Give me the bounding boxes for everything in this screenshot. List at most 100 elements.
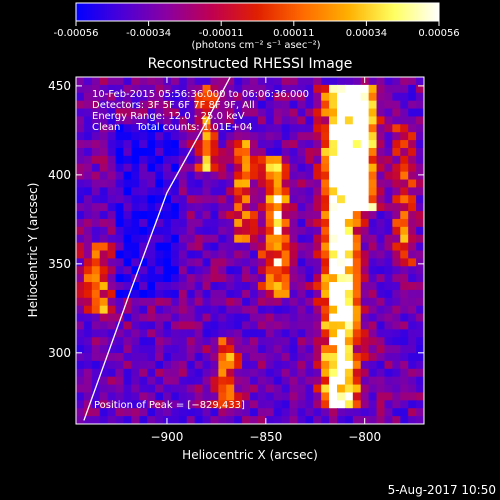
- heatmap-cell: [281, 282, 291, 291]
- heatmap-cell: [360, 376, 370, 386]
- heatmap-cell: [408, 218, 417, 228]
- heatmap-cell: [147, 187, 156, 196]
- heatmap-cell: [131, 226, 140, 236]
- heatmap-cell: [139, 258, 148, 267]
- heatmap-cell: [139, 392, 148, 401]
- heatmap-cell: [352, 147, 362, 157]
- heatmap-cell: [321, 195, 330, 204]
- heatmap-cell: [329, 140, 338, 149]
- heatmap-cell: [234, 329, 243, 338]
- heatmap-cell: [289, 305, 299, 315]
- heatmap-cell: [257, 376, 267, 386]
- heatmap-cell: [273, 384, 283, 394]
- heatmap-cell: [321, 147, 330, 157]
- heatmap-cell: [202, 337, 212, 346]
- heatmap-cell: [226, 77, 235, 86]
- heatmap-cell: [400, 226, 409, 236]
- heatmap-cell: [226, 179, 235, 189]
- heatmap-cell: [313, 400, 322, 409]
- heatmap-cell: [408, 100, 417, 110]
- heatmap-cell: [392, 116, 401, 125]
- heatmap-cell: [273, 305, 283, 315]
- heatmap-cell: [360, 360, 370, 370]
- heatmap-cell: [273, 84, 283, 94]
- heatmap-cell: [139, 124, 148, 133]
- heatmap-cell: [392, 297, 401, 307]
- heatmap-cell: [210, 132, 219, 141]
- heatmap-cell: [115, 108, 125, 118]
- heatmap-cell: [242, 171, 251, 181]
- heatmap-cell: [210, 392, 219, 401]
- heatmap-cell: [99, 155, 109, 165]
- heatmap-cell: [131, 211, 140, 220]
- heatmap-cell: [305, 218, 314, 228]
- heatmap-cell: [163, 376, 172, 386]
- heatmap-cell: [257, 266, 267, 275]
- heatmap-cell: [155, 408, 164, 417]
- heatmap-cell: [186, 163, 196, 173]
- heatmap-cell: [289, 226, 299, 236]
- heatmap-cell: [329, 84, 338, 94]
- heatmap-cell: [210, 321, 219, 330]
- heatmap-cell: [218, 132, 227, 141]
- heatmap-cell: [99, 384, 109, 394]
- heatmap-cell: [155, 321, 164, 330]
- heatmap-cell: [273, 195, 283, 204]
- heatmap-cell: [337, 376, 346, 386]
- heatmap-cell: [170, 155, 180, 165]
- annotation-energy: Energy Range: 12.0 - 25.0 keV: [92, 111, 245, 122]
- heatmap-cell: [115, 116, 125, 125]
- heatmap-cell: [416, 266, 424, 275]
- heatmap-cell: [186, 226, 196, 236]
- heatmap-cell: [83, 124, 93, 133]
- heatmap-cell: [218, 124, 227, 133]
- heatmap-cell: [257, 211, 267, 220]
- heatmap-cell: [170, 108, 180, 118]
- heatmap-cell: [273, 140, 283, 149]
- heatmap-cell: [170, 258, 180, 267]
- heatmap-cell: [329, 321, 338, 330]
- heatmap-cell: [139, 274, 148, 283]
- heatmap-cell: [139, 155, 148, 165]
- heatmap-cell: [178, 368, 188, 378]
- heatmap-cell: [408, 282, 417, 291]
- heatmap-cell: [352, 313, 362, 323]
- heatmap-cell: [257, 163, 267, 173]
- heatmap-cell: [91, 108, 101, 118]
- heatmap-cell: [360, 353, 370, 362]
- heatmap-cell: [147, 416, 156, 424]
- heatmap-cell: [384, 77, 393, 86]
- heatmap-cell: [265, 368, 275, 378]
- heatmap-cell: [155, 163, 164, 173]
- heatmap-cell: [163, 337, 172, 346]
- heatmap-cell: [218, 384, 227, 394]
- heatmap-cell: [265, 242, 275, 252]
- heatmap-cell: [242, 140, 251, 149]
- heatmap-cell: [368, 297, 378, 307]
- heatmap-cell: [384, 116, 393, 125]
- heatmap-cell: [170, 392, 180, 401]
- heatmap-cell: [115, 147, 125, 157]
- heatmap-cell: [289, 337, 299, 346]
- heatmap-cell: [210, 140, 219, 149]
- y-tick-label: 450: [48, 79, 71, 93]
- heatmap-cell: [210, 408, 219, 417]
- heatmap-cell: [115, 226, 125, 236]
- heatmap-cell: [313, 282, 322, 291]
- heatmap-cell: [297, 100, 306, 110]
- heatmap-cell: [376, 234, 386, 244]
- heatmap-cell: [210, 84, 219, 94]
- heatmap-cell: [384, 140, 393, 149]
- heatmap-cell: [416, 400, 424, 409]
- heatmap-cell: [107, 297, 117, 307]
- heatmap-cell: [76, 171, 85, 181]
- heatmap-cell: [257, 368, 267, 378]
- heatmap-cell: [400, 416, 409, 424]
- heatmap-cell: [344, 266, 354, 275]
- heatmap-cell: [170, 242, 180, 252]
- heatmap-cell: [91, 384, 101, 394]
- heatmap-cell: [265, 392, 275, 401]
- heatmap-cell: [313, 163, 322, 173]
- heatmap-cell: [218, 360, 227, 370]
- heatmap-cell: [107, 163, 117, 173]
